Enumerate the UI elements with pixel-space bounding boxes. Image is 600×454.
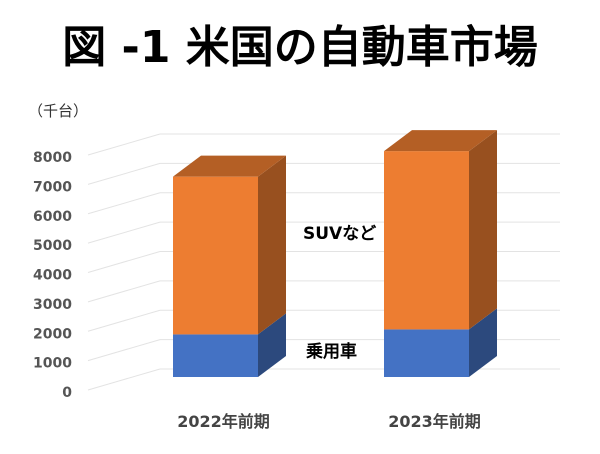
gridline-diagonal xyxy=(87,162,161,185)
bar-front-passenger-car xyxy=(384,329,469,377)
gridline-diagonal xyxy=(87,309,161,332)
chart-title: 図 -1 米国の自動車市場 xyxy=(62,22,538,73)
bar-top xyxy=(384,130,497,152)
gridline-diagonal xyxy=(87,192,161,215)
bar-side xyxy=(469,308,497,377)
bar-side xyxy=(258,313,286,377)
gridline-diagonal xyxy=(87,251,161,273)
bar-front-suv xyxy=(384,151,469,330)
bar-side xyxy=(258,155,286,335)
gridline-diagonal xyxy=(87,221,161,244)
y-tick-label: 1000 xyxy=(33,356,72,372)
bar-front-passenger-car xyxy=(173,334,258,377)
series-label-suv: SUVなど xyxy=(303,224,376,244)
bar-top xyxy=(173,155,286,177)
y-tick-label: 5000 xyxy=(33,238,72,254)
x-axis-labels: 2022年前期 2023年前期 xyxy=(177,412,481,431)
y-tick-label: 6000 xyxy=(33,209,72,225)
y-tick-label: 7000 xyxy=(33,179,72,195)
y-axis-ticks: 0 1000 2000 3000 4000 5000 6000 7000 8000 xyxy=(33,150,72,401)
y-tick-label: 2000 xyxy=(33,326,72,342)
y-tick-label: 3000 xyxy=(33,297,72,313)
gridline-diagonal xyxy=(87,280,161,303)
gridline-diagonal xyxy=(87,368,161,391)
series-label-passenger-car: 乗用車 xyxy=(305,341,357,362)
gridline-diagonal xyxy=(87,339,161,362)
x-tick-label: 2023年前期 xyxy=(388,412,481,431)
gridline-diagonal xyxy=(87,133,161,156)
y-tick-label: 4000 xyxy=(33,268,72,284)
unit-label: （千台） xyxy=(28,102,88,120)
y-tick-label: 0 xyxy=(62,385,72,401)
y-tick-label: 8000 xyxy=(33,150,72,166)
bar-front-suv xyxy=(173,176,258,335)
bars xyxy=(173,130,497,377)
bar-side xyxy=(469,130,497,330)
x-tick-label: 2022年前期 xyxy=(177,412,270,431)
